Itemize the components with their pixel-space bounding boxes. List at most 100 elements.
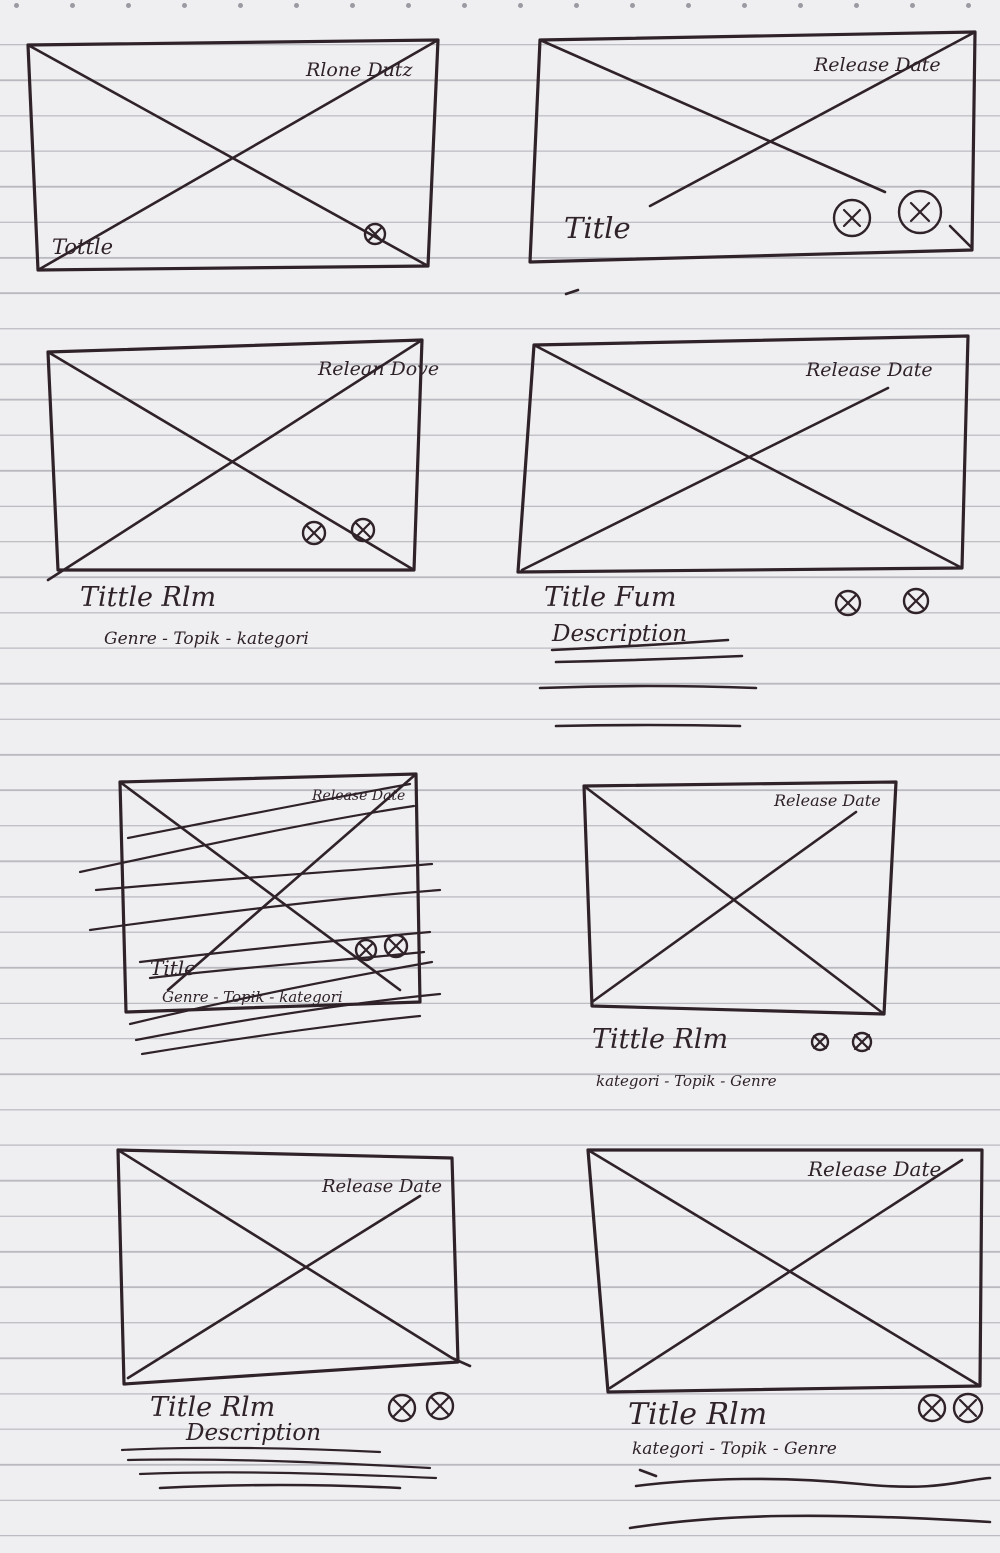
scribble-strike — [128, 960, 434, 1026]
binder-hole — [574, 3, 579, 8]
binder-hole — [126, 3, 131, 8]
stray-mark — [564, 288, 580, 296]
scribble-strike — [94, 862, 434, 892]
placeholder-cross-line — [520, 386, 890, 572]
description-line — [554, 654, 744, 664]
circled-x-icon[interactable] — [810, 1032, 830, 1052]
wireframe-card-1: Rlone Dutz Tottle — [26, 38, 440, 272]
description-label: Description — [185, 1420, 321, 1446]
title-label: Title Rlm — [150, 1392, 275, 1423]
binder-hole — [630, 3, 635, 8]
placeholder-cross-line — [116, 1148, 454, 1360]
placeholder-cross-line — [538, 38, 887, 194]
wireframe-card-8: Release Date Title Rlm kategori - Topik … — [586, 1148, 992, 1530]
meta-label: Genre - Topik - kategori — [104, 629, 309, 649]
circled-x-icon[interactable] — [425, 1391, 455, 1421]
meta-label: kategori - Topik - Genre — [632, 1439, 837, 1459]
placeholder-cross-line — [46, 350, 416, 572]
wireframe-card-6: Release Date Tittle Rlm kategori - Topik… — [582, 780, 898, 1090]
title-label: Title — [564, 211, 631, 245]
description-label: Description — [551, 621, 687, 647]
description-line — [158, 1483, 402, 1490]
placeholder-cross-line — [948, 224, 974, 250]
circled-x-icon[interactable] — [851, 1031, 873, 1053]
placeholder-cross-line — [590, 810, 858, 1004]
binder-hole — [462, 3, 467, 8]
description-line — [628, 1514, 992, 1530]
binder-hole — [798, 3, 803, 8]
circled-x-icon[interactable] — [917, 1393, 947, 1423]
scribble-strike — [78, 804, 416, 874]
scribble-strike — [138, 930, 432, 964]
title-label: Tittle Rlm — [592, 1024, 728, 1055]
circled-x-icon[interactable] — [834, 589, 862, 617]
meta-label: kategori - Topik - Genre — [596, 1072, 777, 1090]
description-line — [634, 1476, 992, 1489]
binder-hole — [966, 3, 971, 8]
scribble-strike — [88, 888, 442, 932]
release-date-label: Release Date — [805, 359, 933, 381]
description-line — [554, 723, 742, 728]
image-placeholder-frame — [118, 772, 422, 1014]
scribble-strike — [148, 950, 426, 980]
release-date-label: Release Date — [773, 791, 881, 810]
title-label: Tottle — [52, 235, 113, 259]
binder-hole — [686, 3, 691, 8]
scribble-strike — [140, 1014, 422, 1056]
title-label: Title Fum — [544, 582, 676, 613]
scribble-strike — [126, 782, 412, 840]
binder-hole — [742, 3, 747, 8]
binder-hole — [350, 3, 355, 8]
scribble-strike — [138, 1471, 438, 1480]
circled-x-icon[interactable] — [902, 587, 930, 615]
release-date-label: Relean Dove — [317, 358, 439, 380]
scribble-strike — [126, 1458, 432, 1470]
release-date-label: Release Date — [807, 1157, 941, 1181]
circled-x-icon[interactable] — [350, 517, 376, 543]
title-label: Title Rlm — [628, 1397, 767, 1432]
binder-hole — [14, 3, 19, 8]
scribble-strike — [120, 1446, 382, 1454]
circled-x-icon[interactable] — [897, 189, 943, 235]
frame-corner-mark — [450, 1356, 472, 1368]
binder-hole — [406, 3, 411, 8]
image-placeholder-frame — [528, 30, 977, 264]
placeholder-cross-line — [26, 43, 430, 268]
binder-hole — [518, 3, 523, 8]
release-date-label: Release Date — [321, 1176, 442, 1197]
circled-x-icon[interactable] — [952, 1392, 984, 1424]
placeholder-cross-line — [118, 780, 402, 992]
scribble-strike — [134, 992, 442, 1042]
wireframe-card-5: Release Date Title Genre - Topik - kateg… — [78, 772, 442, 1056]
wireframe-card-2: Release Date Title — [528, 30, 977, 296]
circled-x-icon[interactable] — [832, 198, 872, 238]
placeholder-cross-line — [46, 338, 424, 582]
description-line — [538, 684, 758, 690]
binder-hole — [182, 3, 187, 8]
release-date-label: Release Date — [813, 54, 941, 76]
release-date-label: Release Date — [311, 788, 405, 804]
circled-x-icon[interactable] — [354, 938, 378, 962]
binder-hole — [294, 3, 299, 8]
circled-x-icon[interactable] — [301, 520, 327, 546]
placeholder-cross-line — [586, 1148, 982, 1388]
wireframe-card-7: Release Date Title Rlm Description — [116, 1148, 472, 1490]
binder-holes — [0, 0, 1000, 12]
placeholder-cross-line — [126, 1194, 422, 1380]
placeholder-cross-line — [36, 38, 440, 272]
placeholder-cross-line — [608, 1158, 964, 1390]
wireframe-card-3: Relean Dove Tittle Rlm Genre - Topik - k… — [46, 338, 439, 649]
circled-x-icon[interactable] — [387, 1393, 417, 1423]
release-date-label: Rlone Dutz — [305, 59, 413, 81]
placeholder-cross-line — [648, 30, 977, 208]
wireframe-card-4: Release Date Title Fum Description — [516, 334, 970, 728]
circled-x-icon[interactable] — [363, 222, 387, 246]
binder-hole — [854, 3, 859, 8]
description-line — [638, 1468, 658, 1478]
binder-hole — [910, 3, 915, 8]
binder-hole — [238, 3, 243, 8]
description-line — [550, 638, 730, 652]
binder-hole — [70, 3, 75, 8]
